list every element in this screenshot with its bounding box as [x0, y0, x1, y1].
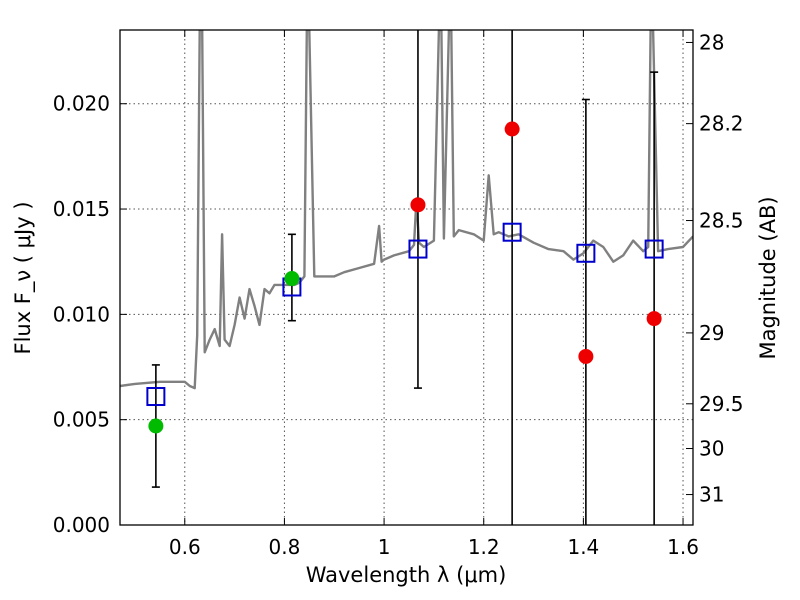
mag-tick-label: 30	[699, 437, 724, 461]
model-photometry-square	[502, 222, 522, 242]
upper-limit-point	[410, 197, 426, 213]
y-tick-label: 0.020	[53, 92, 110, 116]
grid	[120, 30, 693, 526]
spectrum-layer	[120, 30, 693, 390]
mag-tick-label: 29	[699, 321, 724, 345]
mag-tick-label: 28.5	[699, 209, 744, 233]
ticks-layer: 0.6 0.8 1 1.2 1.4 1.6 0.000 0.005 0.010 0.015 0.02…	[53, 30, 744, 559]
x-axis-label-text: Wavelength λ (μm)	[306, 563, 507, 587]
upper-limit-point	[504, 121, 520, 137]
mag-tick-label: 31	[699, 483, 724, 507]
upper-limit-point	[646, 311, 662, 327]
model-spectrum-line	[120, 30, 693, 390]
mag-tick-label: 29.5	[699, 392, 744, 416]
x-tick-label: 0.8	[269, 535, 301, 559]
upper-limit-point	[578, 348, 594, 364]
x-tick-label: 0.6	[169, 535, 201, 559]
y-axis-label: Flux F_ν ( μJy )	[11, 201, 36, 354]
plot-frame	[119, 29, 694, 526]
x-tick-label: 1.6	[667, 535, 699, 559]
model-photometry-square	[644, 239, 664, 259]
y-tick-label: 0.000	[53, 513, 110, 537]
y-tick-label: 0.010	[53, 302, 110, 326]
x-axis-label: Wavelength λ (μm)	[306, 563, 507, 587]
model-photometry-square	[408, 239, 428, 259]
model-photometry-square	[146, 387, 166, 407]
x-tick-label: 1.2	[468, 535, 500, 559]
detection-point	[148, 418, 164, 434]
y-axis-right-label-text: Magnitude (AB)	[756, 196, 780, 359]
y-axis-right-label: Magnitude (AB)	[756, 196, 780, 359]
x-tick-label: 1.4	[567, 535, 599, 559]
detection-point	[284, 271, 300, 287]
y-axis-label-text: Flux F_ν ( μJy )	[11, 201, 36, 354]
x-tick-label: 1	[378, 535, 391, 559]
y-tick-label: 0.005	[53, 408, 110, 432]
mag-tick-label: 28.2	[699, 112, 744, 136]
marks-layer	[146, 30, 664, 525]
y-tick-label: 0.015	[53, 197, 110, 221]
mag-tick-label: 28	[699, 30, 724, 54]
model-photometry-square	[576, 243, 596, 263]
